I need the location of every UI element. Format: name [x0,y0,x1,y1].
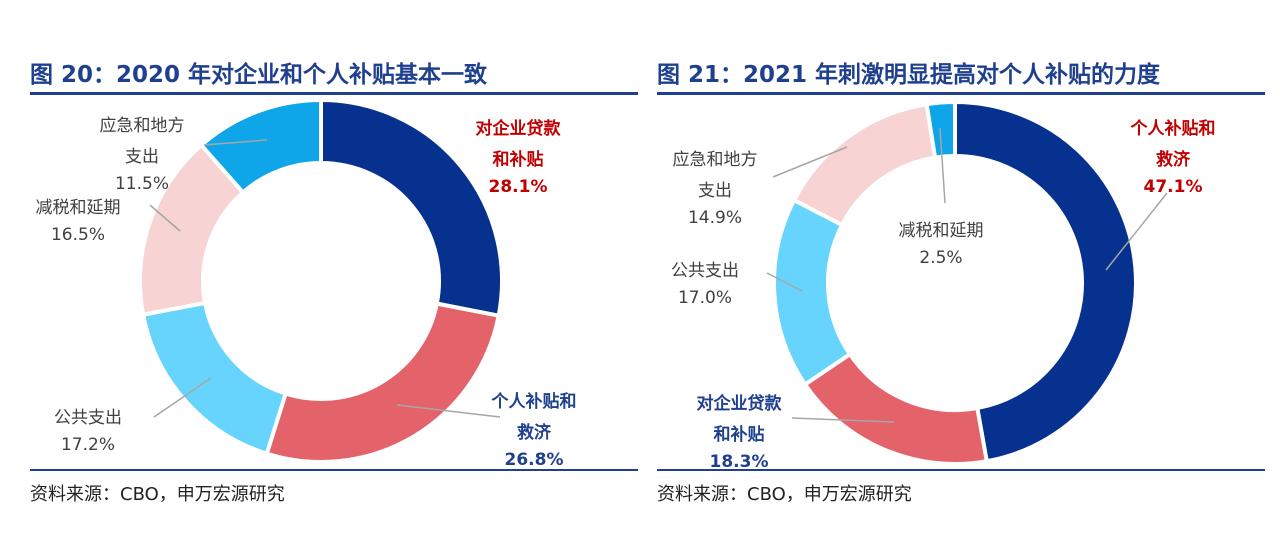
donut-slice-2 [772,197,853,388]
slice-label-3-line-0: 减税和延期 [36,198,121,218]
slice-value-label-3: 14.9% [688,208,742,228]
slice-value-label-1: 26.8% [505,450,564,469]
leader-line-1 [791,417,895,423]
leader-line-3 [149,204,181,232]
figure-20-source-note: 资料来源：CBO，申万宏源研究 [30,484,285,505]
slice-value-label-0: 47.1% [1144,177,1203,197]
leader-line-2 [153,377,212,418]
donut-slice-1 [802,351,990,466]
slice-label-1-line-0: 对企业贷款 [697,393,783,414]
figure-20-top-rule [30,92,638,95]
slice-value-label-1: 18.3% [710,452,769,469]
slice-value-label-4: 2.5% [919,248,962,268]
donut-slice-0 [319,97,504,319]
donut-slice-1 [264,301,501,464]
slice-value-label-4: 11.5% [115,174,169,194]
figure-20-title: 图 20：2020 年对企业和个人补贴基本一致 [30,62,488,88]
figure-21-bottom-rule [657,469,1265,471]
slice-value-label-0: 28.1% [489,177,548,197]
slice-value-label-3: 16.5% [51,225,105,245]
leader-line-0 [1105,192,1168,271]
slice-label-1-line-1: 救济 [517,422,552,443]
slice-label-0-line-0: 个人补贴和 [1130,118,1216,139]
slice-label-2-line-0: 公共支出 [671,261,739,281]
donut-slice-2 [140,300,289,457]
slice-label-3-line-1: 支出 [698,181,732,201]
figure-20-panel: 图 20：2020 年对企业和个人补贴基本一致 对企业贷款和补贴 28.1% 个人补… [30,0,640,545]
figure-21-source-note: 资料来源：CBO，申万宏源研究 [657,484,912,505]
leader-line-1 [396,404,501,418]
leader-line-2 [766,272,803,292]
slice-label-2-line-0: 公共支出 [54,408,122,428]
slice-label-0-line-1: 救济 [1156,149,1191,170]
figure-21-panel: 图 21：2021 年刺激明显提高对个人补贴的力度 个人补贴和救济 47.1% 对企… [657,0,1267,545]
donut-slice-0 [953,99,1138,464]
slice-value-label-2: 17.2% [61,435,115,455]
figure-21-top-rule [657,92,1265,95]
slice-label-0-line-0: 对企业贷款 [476,118,562,139]
slice-label-1-line-0: 个人补贴和 [491,391,577,412]
figure-20-bottom-rule [30,469,638,471]
slice-label-4-line-0: 应急和地方 [100,116,185,136]
slice-label-4-line-1: 支出 [125,147,159,167]
leader-line-4 [939,127,946,204]
slice-label-1-line-1: 和补贴 [714,424,765,445]
donut-slice-4 [198,97,323,196]
slice-label-0-line-1: 和补贴 [493,149,544,170]
donut-slice-3 [791,101,938,228]
slice-value-label-2: 17.0% [678,288,732,308]
figure-21-title: 图 21：2021 年刺激明显提高对个人补贴的力度 [657,62,1161,88]
slice-label-3-line-0: 应急和地方 [673,150,758,170]
leader-line-3 [772,146,848,178]
slice-label-4-line-0: 减税和延期 [899,221,984,241]
leader-line-4 [203,139,268,146]
